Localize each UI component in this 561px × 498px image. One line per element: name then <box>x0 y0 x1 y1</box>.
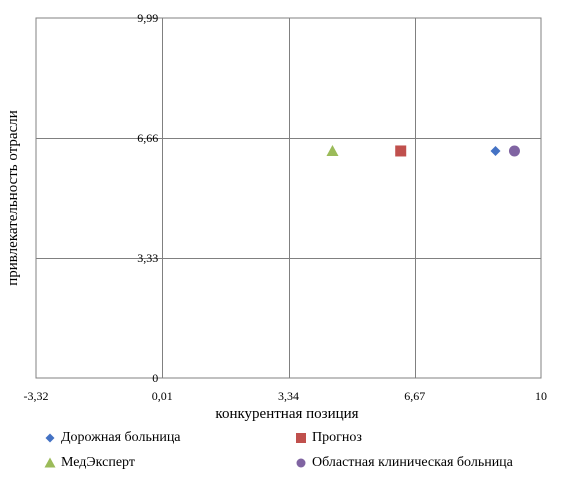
x-axis-label: конкурентная позиция <box>215 406 358 422</box>
data-points <box>326 144 520 157</box>
y-tick-label: 3,33 <box>137 251 158 265</box>
y-tick-labels: 0 3,33 6,66 9,99 <box>137 11 158 385</box>
data-point-square <box>395 145 407 157</box>
data-point-triangle <box>326 144 339 156</box>
x-tick-label: 0,01 <box>152 389 173 403</box>
y-tick-label: 9,99 <box>137 11 158 25</box>
data-point-circle <box>508 145 520 157</box>
data-point-diamond <box>490 145 501 156</box>
x-tick-label: 10 <box>535 389 547 403</box>
y-tick-label: 0 <box>152 371 158 385</box>
y-axis-label: привлекательность отрасли <box>5 110 21 286</box>
x-tick-label: 3,34 <box>278 389 299 403</box>
grid-lines <box>35 17 542 379</box>
y-tick-label: 6,66 <box>137 131 158 145</box>
x-tick-label: -3,32 <box>24 389 49 403</box>
x-tick-label: 6,67 <box>404 389 425 403</box>
x-tick-labels: -3,32 0,01 3,34 6,67 10 <box>24 389 548 403</box>
plot-border <box>35 17 542 379</box>
